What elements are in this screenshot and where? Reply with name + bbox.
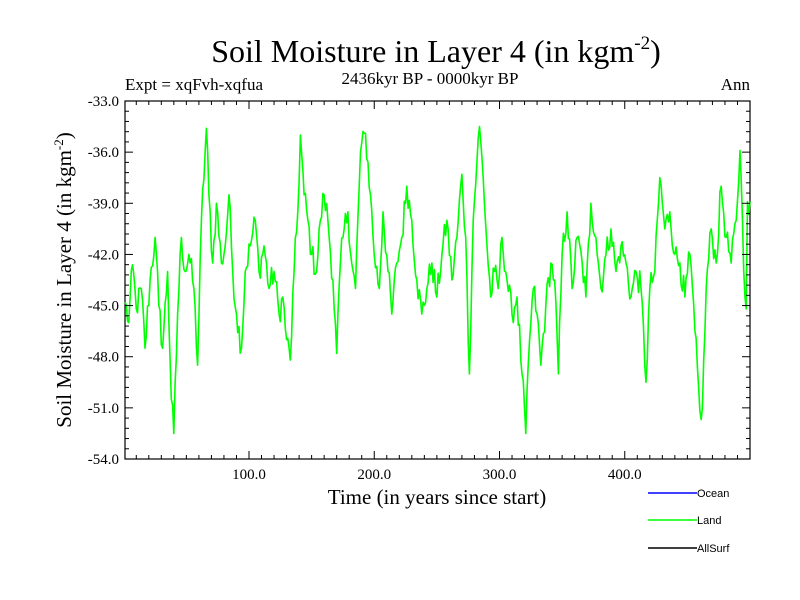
chart-title-sup: -2 [634, 33, 650, 54]
chart-title: Soil Moisture in Layer 4 (in kgm-2) [211, 33, 661, 69]
y-axis-label-close: ) [52, 132, 76, 139]
y-axis-label-sup: -2 [51, 139, 66, 150]
y-axis-label-main: Soil Moisture in Layer 4 (in kgm [52, 150, 76, 428]
x-tick-label: 400.0 [608, 467, 642, 483]
y-tick-label: -45.0 [88, 299, 119, 315]
y-tick-label: -39.0 [88, 196, 119, 212]
period-label: Ann [721, 75, 751, 94]
x-tick-label: 100.0 [232, 467, 266, 483]
series-line-land [124, 125, 751, 435]
legend: Ocean Land AllSurf [648, 488, 730, 555]
y-tick-label: -48.0 [88, 350, 119, 366]
y-tick-label: -51.0 [88, 401, 119, 417]
x-axis-label: Time (in years since start) [328, 485, 547, 509]
chart-title-main: Soil Moisture in Layer 4 (in kgm [211, 33, 634, 69]
legend-label-land: Land [697, 515, 721, 527]
y-tick-label: -36.0 [88, 145, 119, 161]
x-tick-labels: 100.0 200.0 300.0 400.0 [232, 467, 642, 483]
chart-subtitle: 2436kyr BP - 0000kyr BP [342, 69, 519, 88]
tick-layer [125, 101, 750, 459]
y-tick-label: -54.0 [88, 452, 119, 468]
y-tick-label: -42.0 [88, 247, 119, 263]
y-tick-labels: -54.0 -51.0 -48.0 -45.0 -42.0 -39.0 -36.0 -33.0 [88, 94, 119, 468]
legend-label-ocean: Ocean [697, 488, 729, 500]
plot-frame [124, 100, 751, 460]
legend-label-allsurf: AllSurf [697, 543, 730, 555]
expt-label: Expt = xqFvh-xqfua [125, 75, 263, 94]
series-layer [124, 125, 751, 435]
y-tick-label: -33.0 [88, 94, 119, 110]
y-axis-label: Soil Moisture in Layer 4 (in kgm-2) [51, 132, 76, 427]
x-tick-label: 300.0 [483, 467, 517, 483]
x-tick-label: 200.0 [357, 467, 391, 483]
chart-title-close: ) [650, 33, 661, 69]
